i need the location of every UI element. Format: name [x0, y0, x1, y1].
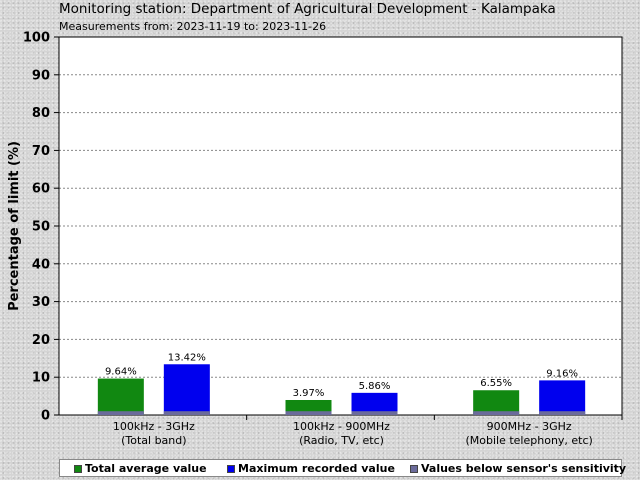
bar-chart: 0 10 20 30 40 50 60 70 80 90 100 Percentage of limi… — [7, 31, 623, 447]
bar-below-sensitivity — [473, 411, 520, 415]
bar-maximum — [539, 380, 586, 415]
y-axis-label: Percentage of limit (%) — [7, 141, 22, 311]
data-label: 6.55% — [480, 378, 512, 389]
y-tick-label: 20 — [32, 333, 50, 348]
chart-title: Monitoring station: Department of Agricu… — [59, 1, 556, 17]
bar-average — [473, 390, 520, 415]
bar-below-sensitivity — [97, 411, 144, 415]
bar-below-sensitivity — [163, 411, 210, 415]
y-tick-label: 10 — [32, 371, 50, 386]
y-tick-label: 100 — [23, 31, 50, 46]
chart-subtitle: Measurements from: 2023-11-19 to: 2023-1… — [59, 20, 327, 33]
bar-maximum — [351, 392, 398, 415]
x-tick-label: 100kHz - 900MHz — [293, 420, 390, 433]
x-tick-label: 900MHz - 3GHz — [487, 420, 572, 433]
x-tick-label: (Mobile telephony, etc) — [465, 434, 592, 447]
x-tick-label: (Radio, TV, etc) — [299, 434, 384, 447]
legend-label-maximum: Maximum recorded value — [238, 462, 395, 475]
data-label: 5.86% — [359, 381, 391, 392]
bar-below-sensitivity — [539, 411, 586, 415]
legend-item-below-sensitivity: Values below sensor's sensitivity — [410, 462, 626, 475]
legend-item-maximum: Maximum recorded value — [227, 462, 395, 475]
data-label: 3.97% — [293, 388, 325, 399]
data-label: 13.42% — [168, 352, 206, 363]
chart-legend: Total average value Maximum recorded val… — [59, 459, 626, 477]
bar-below-sensitivity — [351, 411, 398, 415]
legend-swatch-below-sensitivity — [410, 464, 418, 473]
bar-below-sensitivity — [285, 411, 332, 415]
x-tick-label: 100kHz - 3GHz — [113, 420, 195, 433]
x-tick-label: (Total band) — [121, 434, 186, 447]
y-tick-label: 50 — [32, 220, 50, 235]
legend-swatch-maximum — [227, 464, 235, 473]
legend-label-below-sensitivity: Values below sensor's sensitivity — [421, 462, 627, 475]
y-tick-label: 60 — [32, 182, 50, 197]
bar-maximum — [163, 364, 210, 415]
data-label: 9.16% — [546, 368, 578, 379]
y-tick-label: 0 — [41, 409, 50, 424]
legend-swatch-average — [74, 464, 82, 473]
y-tick-label: 40 — [32, 257, 50, 272]
y-tick-label: 90 — [32, 68, 50, 83]
legend-label-average: Total average value — [85, 462, 207, 475]
y-tick-label: 70 — [32, 144, 50, 159]
legend-item-average: Total average value — [74, 462, 207, 475]
y-tick-label: 80 — [32, 106, 50, 121]
bar-average — [97, 378, 144, 415]
plot-border — [58, 36, 623, 416]
data-label: 9.64% — [105, 367, 137, 378]
y-tick-label: 30 — [32, 295, 50, 310]
